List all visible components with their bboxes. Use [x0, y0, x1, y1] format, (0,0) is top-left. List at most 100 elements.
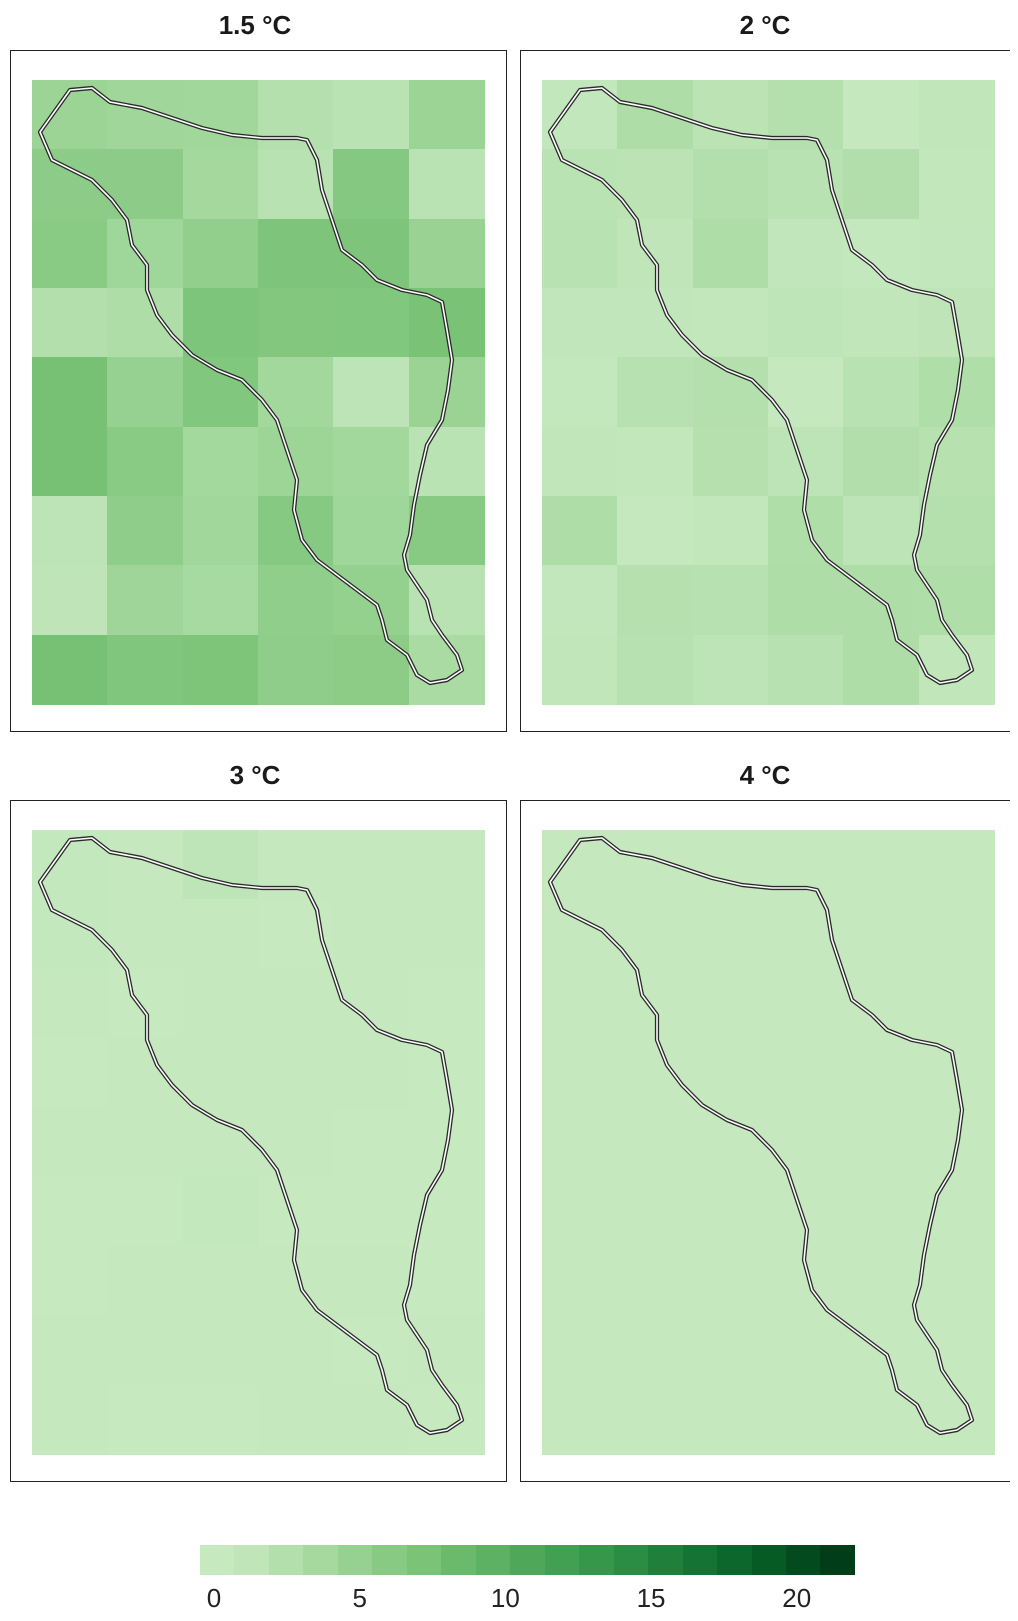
raster-cell — [617, 357, 694, 428]
legend-swatch-1 — [234, 1545, 269, 1575]
raster-cell — [542, 1315, 618, 1386]
raster-cell — [408, 830, 485, 900]
raster-cell — [182, 1315, 259, 1386]
raster-cell — [182, 1107, 259, 1178]
raster-cell — [32, 565, 108, 636]
legend-swatch-9 — [510, 1545, 545, 1575]
raster-cell — [918, 830, 995, 900]
raster-cell — [617, 1176, 694, 1247]
raster-cell — [768, 1384, 844, 1455]
raster-cell — [768, 1038, 844, 1108]
raster-cell — [768, 1107, 844, 1178]
legend-swatch-8 — [475, 1545, 511, 1575]
raster-cell — [918, 1315, 995, 1386]
panel-title-3: 3 °C — [229, 760, 281, 790]
raster-cell — [408, 968, 485, 1039]
raster-cell — [107, 634, 184, 705]
raster-cell — [107, 1315, 184, 1386]
raster-cell — [258, 1315, 334, 1386]
raster-cell — [542, 565, 618, 636]
raster-cell — [107, 288, 184, 358]
raster-cell — [617, 1246, 694, 1316]
raster-cell — [408, 496, 485, 566]
raster-cell — [182, 899, 259, 970]
raster-cell — [182, 288, 259, 358]
raster-cell — [107, 1384, 184, 1455]
legend-swatch-5 — [372, 1545, 407, 1575]
raster-cell — [258, 1107, 334, 1178]
raster-cell — [843, 1246, 920, 1316]
raster-cell — [692, 357, 769, 428]
raster-cell — [258, 565, 334, 636]
raster-cell — [617, 1315, 694, 1386]
raster-cell — [692, 1315, 769, 1386]
raster-cell — [32, 1315, 108, 1386]
raster-cell — [542, 1384, 618, 1455]
raster-cell — [182, 1038, 259, 1108]
raster-cell — [182, 357, 259, 428]
legend-swatch-15 — [717, 1545, 752, 1575]
raster-cell — [333, 288, 410, 358]
raster-cell — [843, 288, 920, 358]
raster-cell — [542, 288, 618, 358]
raster-cell — [32, 426, 108, 497]
legend-swatch-17 — [785, 1545, 821, 1575]
raster-cell — [542, 1038, 618, 1108]
raster-cell — [617, 634, 694, 705]
raster-cell — [182, 496, 259, 566]
raster-cell — [32, 634, 108, 705]
raster-map-3 — [32, 830, 485, 1455]
raster-cell — [408, 565, 485, 636]
raster-cell — [768, 218, 844, 289]
raster-cell — [768, 968, 844, 1039]
raster-cell — [692, 288, 769, 358]
raster-cell — [182, 426, 259, 497]
raster-cell — [32, 496, 108, 566]
raster-cell — [843, 80, 920, 150]
raster-cell — [333, 357, 410, 428]
legend-swatch-14 — [682, 1545, 718, 1575]
raster-cell — [692, 218, 769, 289]
raster-cell — [107, 357, 184, 428]
legend-swatch-11 — [579, 1545, 614, 1575]
raster-cell — [408, 634, 485, 705]
raster-cell — [918, 899, 995, 970]
raster-cell — [768, 357, 844, 428]
raster-cell — [692, 496, 769, 566]
raster-cell — [333, 496, 410, 566]
raster-cell — [333, 1038, 410, 1108]
raster-cell — [692, 426, 769, 497]
raster-cell — [843, 357, 920, 428]
raster-cell — [258, 634, 334, 705]
raster-cell — [843, 899, 920, 970]
raster-cell — [542, 1107, 618, 1178]
raster-cell — [107, 1246, 184, 1316]
raster-cell — [333, 1246, 410, 1316]
raster-cell — [617, 565, 694, 636]
raster-cell — [692, 1038, 769, 1108]
raster-cell — [258, 218, 334, 289]
raster-cell — [542, 426, 618, 497]
raster-cell — [182, 968, 259, 1039]
legend-swatch-16 — [751, 1545, 786, 1575]
raster-cell — [542, 218, 618, 289]
raster-cell — [617, 1107, 694, 1178]
raster-cell — [107, 1176, 184, 1247]
color-legend-bar — [200, 1545, 855, 1575]
raster-map-4 — [542, 830, 995, 1455]
raster-cell — [692, 565, 769, 636]
raster-cell — [182, 1176, 259, 1247]
legend-swatch-3 — [303, 1545, 338, 1575]
raster-cell — [768, 634, 844, 705]
raster-cell — [542, 634, 618, 705]
catchment-outline-inner — [39, 837, 463, 1434]
legend-tick-1: 5 — [352, 1583, 367, 1613]
raster-cell — [692, 1384, 769, 1455]
raster-cell — [692, 1246, 769, 1316]
raster-cell — [32, 1038, 108, 1108]
catchment-outline-inner — [549, 87, 973, 684]
legend-swatch-13 — [648, 1545, 683, 1575]
raster-cell — [333, 1176, 410, 1247]
